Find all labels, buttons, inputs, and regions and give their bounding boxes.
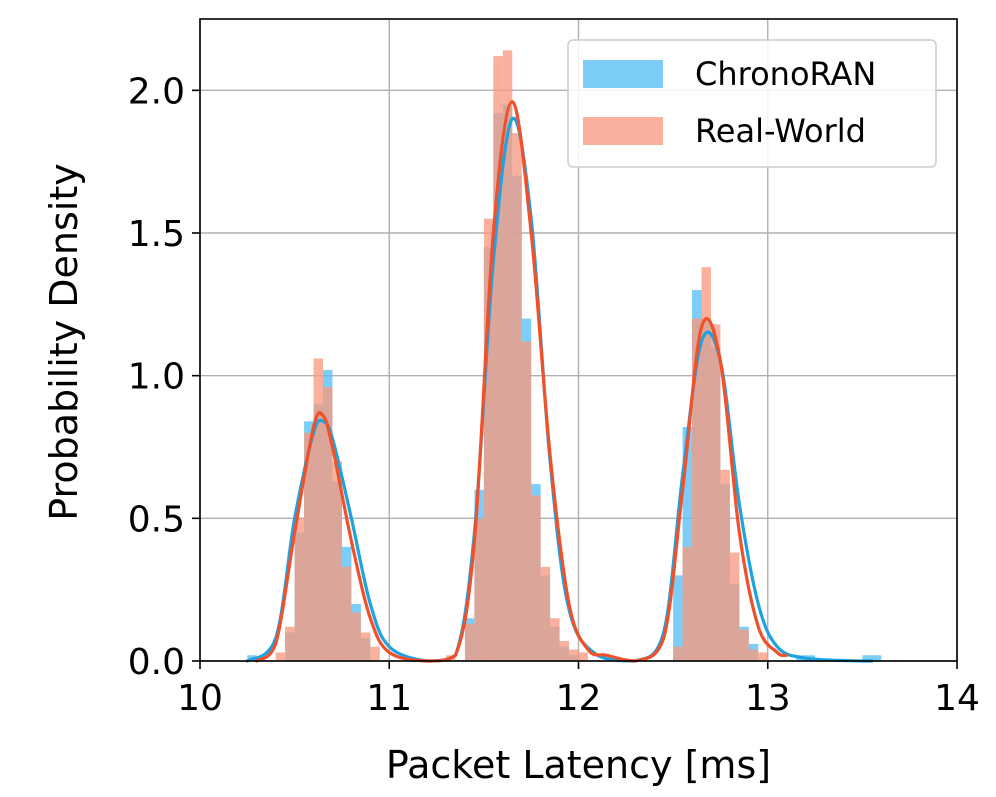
bar-real-world xyxy=(748,649,759,661)
bar-real-world xyxy=(720,469,730,661)
density-curves xyxy=(245,100,874,663)
bar-real-world xyxy=(540,566,551,661)
bar-real-world xyxy=(559,641,570,661)
bar-real-world xyxy=(332,461,342,661)
bar-real-world xyxy=(474,518,484,661)
bar-chronoran xyxy=(682,427,693,661)
y-tick-label: 0.5 xyxy=(128,499,185,540)
bar-real-world xyxy=(351,612,361,661)
legend-label-real-world: Real-World xyxy=(695,112,866,150)
x-tick-label: 11 xyxy=(366,678,412,719)
histogram-bars xyxy=(247,50,882,662)
legend-label-chronoran: ChronoRAN xyxy=(695,55,876,93)
bar-real-world xyxy=(710,324,721,661)
bar-real-world xyxy=(323,387,333,661)
y-tick-label: 0.0 xyxy=(128,642,185,683)
legend-swatch-real-world xyxy=(583,117,663,145)
bar-real-world xyxy=(578,652,588,661)
x-tick-label: 14 xyxy=(934,678,980,719)
x-tick-label: 13 xyxy=(745,678,791,719)
bar-real-world xyxy=(521,341,532,661)
bar-real-world xyxy=(739,629,749,661)
bar-real-world xyxy=(682,546,693,661)
bar-real-world xyxy=(370,646,380,661)
bar-real-world xyxy=(701,267,711,661)
bar-real-world xyxy=(483,218,494,661)
bar-chronoran xyxy=(862,655,872,661)
bar-real-world xyxy=(569,649,579,661)
legend-swatch-chronoran xyxy=(583,60,663,88)
y-tick-label: 1.0 xyxy=(128,357,185,398)
bar-real-world xyxy=(285,626,295,661)
y-axis-label: Probability Density xyxy=(42,163,86,520)
bar-chronoran xyxy=(871,655,882,661)
bar-real-world xyxy=(341,566,352,661)
bar-real-world xyxy=(729,552,740,661)
bar-real-world xyxy=(360,632,371,661)
y-tick-label: 1.5 xyxy=(128,214,185,255)
bar-real-world xyxy=(304,432,314,661)
bar-real-world xyxy=(692,318,702,661)
axis-ticks: 10 11 12 13 14 0.0 0.5 1.0 1.5 2.0 xyxy=(128,71,980,719)
bar-real-world xyxy=(493,56,503,662)
kde-line-real-world xyxy=(255,100,789,663)
legend: ChronoRAN Real-World xyxy=(567,39,937,168)
bar-real-world xyxy=(464,623,475,661)
bar-chronoran xyxy=(673,575,683,661)
bar-real-world xyxy=(502,50,513,662)
bar-real-world xyxy=(673,646,683,661)
x-tick-label: 10 xyxy=(177,678,223,719)
bar-real-world xyxy=(531,495,541,661)
x-axis-label: Packet Latency [ms] xyxy=(386,743,771,787)
bar-real-world xyxy=(294,518,305,661)
bar-real-world xyxy=(275,652,286,661)
bar-real-world xyxy=(550,618,560,661)
x-tick-label: 12 xyxy=(556,678,602,719)
bar-real-world xyxy=(758,652,768,661)
bar-real-world xyxy=(512,133,522,662)
bar-real-world xyxy=(313,358,324,661)
y-tick-label: 2.0 xyxy=(128,71,185,112)
